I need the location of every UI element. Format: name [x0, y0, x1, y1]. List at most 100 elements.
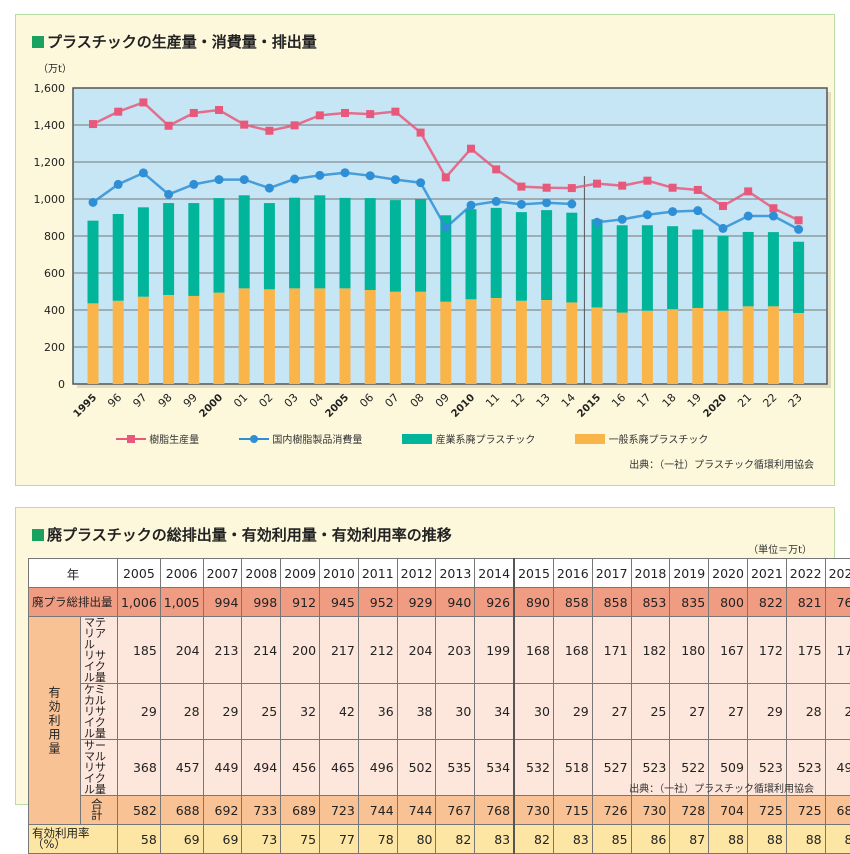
x-tick-label: 09: [433, 391, 452, 410]
table-cell: 80: [397, 825, 436, 854]
table-cell: 726: [592, 796, 631, 825]
y-tick-label: 1,400: [34, 119, 66, 132]
table-cell: 73: [242, 825, 281, 854]
resin-production-point: [568, 184, 576, 192]
x-tick-label: 21: [735, 391, 754, 410]
year-header-cell: 2010: [320, 559, 359, 588]
x-tick-label: 99: [181, 391, 200, 410]
bar-general-waste: [214, 293, 225, 384]
bar-general-waste: [667, 309, 678, 384]
x-tick-label: 2020: [702, 392, 729, 419]
table-cell: 744: [397, 796, 436, 825]
table-cell: 167: [709, 617, 748, 684]
bar-industrial-waste: [768, 232, 779, 306]
table-cell: 29: [203, 684, 242, 740]
bar-general-waste: [88, 303, 99, 384]
table-cell: 75: [281, 825, 320, 854]
bar-general-waste: [440, 302, 451, 384]
table-cell: 723: [320, 796, 359, 825]
year-header-cell: 2022: [786, 559, 825, 588]
resin-production-point: [719, 202, 727, 210]
domestic-consumption-point: [139, 168, 148, 177]
table-cell: 800: [709, 588, 748, 617]
table-cell: 858: [592, 588, 631, 617]
x-tick-label: 12: [508, 391, 527, 410]
table-cell: 858: [553, 588, 592, 617]
table-cell: 38: [397, 684, 436, 740]
table-cell: 29: [118, 684, 161, 740]
table-cell: 952: [358, 588, 397, 617]
table-cell: 730: [631, 796, 670, 825]
legend-swatch: [575, 434, 605, 444]
bar-general-waste: [314, 288, 325, 384]
table-cell: 86: [631, 825, 670, 854]
bar-general-waste: [692, 308, 703, 384]
bar-industrial-waste: [415, 199, 426, 291]
x-tick-label: 98: [156, 391, 175, 410]
resin-production-point: [291, 121, 299, 129]
domestic-consumption-point: [189, 180, 198, 189]
table-cell: 518: [553, 740, 592, 796]
legend-line-circle-icon: [239, 434, 269, 444]
bar-general-waste: [239, 288, 250, 384]
bar-general-waste: [466, 299, 477, 384]
year-header-cell: 2009: [281, 559, 320, 588]
table-cell: 168: [553, 617, 592, 684]
x-tick-label: 97: [130, 391, 149, 410]
table-cell: 30: [514, 684, 553, 740]
domestic-consumption-point: [315, 171, 324, 180]
year-header-cell: 2005: [118, 559, 161, 588]
year-header-cell: 2013: [436, 559, 475, 588]
table-cell: 83: [475, 825, 514, 854]
bar-general-waste: [113, 301, 124, 384]
domestic-consumption-point: [467, 201, 476, 210]
table-cell: 449: [203, 740, 242, 796]
table-cell: 88: [786, 825, 825, 854]
table-cell: 733: [242, 796, 281, 825]
table-cell: 582: [118, 796, 161, 825]
bar-general-waste: [617, 313, 628, 384]
year-header-cell: 2014: [475, 559, 514, 588]
x-tick-label: 07: [382, 391, 401, 410]
bar-industrial-waste: [365, 198, 376, 290]
table-cell: 203: [436, 617, 475, 684]
table-cell: 175: [786, 617, 825, 684]
domestic-consumption-point: [265, 184, 274, 193]
year-header-cell: 2011: [358, 559, 397, 588]
row-label-line1: マテリアル: [84, 617, 114, 650]
table-cell: 929: [397, 588, 436, 617]
resin-production-point: [467, 145, 475, 153]
bar-industrial-waste: [163, 203, 174, 295]
table-cell: 29: [747, 684, 786, 740]
bar-industrial-waste: [541, 210, 552, 300]
bar-general-waste: [793, 313, 804, 384]
x-tick-label: 02: [256, 391, 275, 410]
resin-production-point: [543, 184, 551, 192]
bar-general-waste: [365, 290, 376, 384]
table-cell: 912: [281, 588, 320, 617]
x-tick-label: 01: [231, 391, 250, 410]
y-axis-unit: （万t）: [38, 63, 72, 75]
table-cell: 730: [514, 796, 553, 825]
row-label: マテリアルリサイクル量: [81, 617, 118, 684]
row-label-line1: サーマル: [84, 740, 114, 762]
table-cell: 168: [514, 617, 553, 684]
table-cell: 502: [397, 740, 436, 796]
x-tick-label: 18: [660, 391, 679, 410]
bar-industrial-waste: [516, 212, 527, 301]
table-cell: 1,005: [160, 588, 203, 617]
table-cell: 767: [436, 796, 475, 825]
year-header-cell: 2021: [747, 559, 786, 588]
row-label-line2: リサイクル量: [84, 762, 114, 795]
bar-general-waste: [289, 288, 300, 384]
table-cell: 998: [242, 588, 281, 617]
table-cell: 688: [825, 796, 850, 825]
resin-production-point: [492, 165, 500, 173]
table-cell: 78: [358, 825, 397, 854]
